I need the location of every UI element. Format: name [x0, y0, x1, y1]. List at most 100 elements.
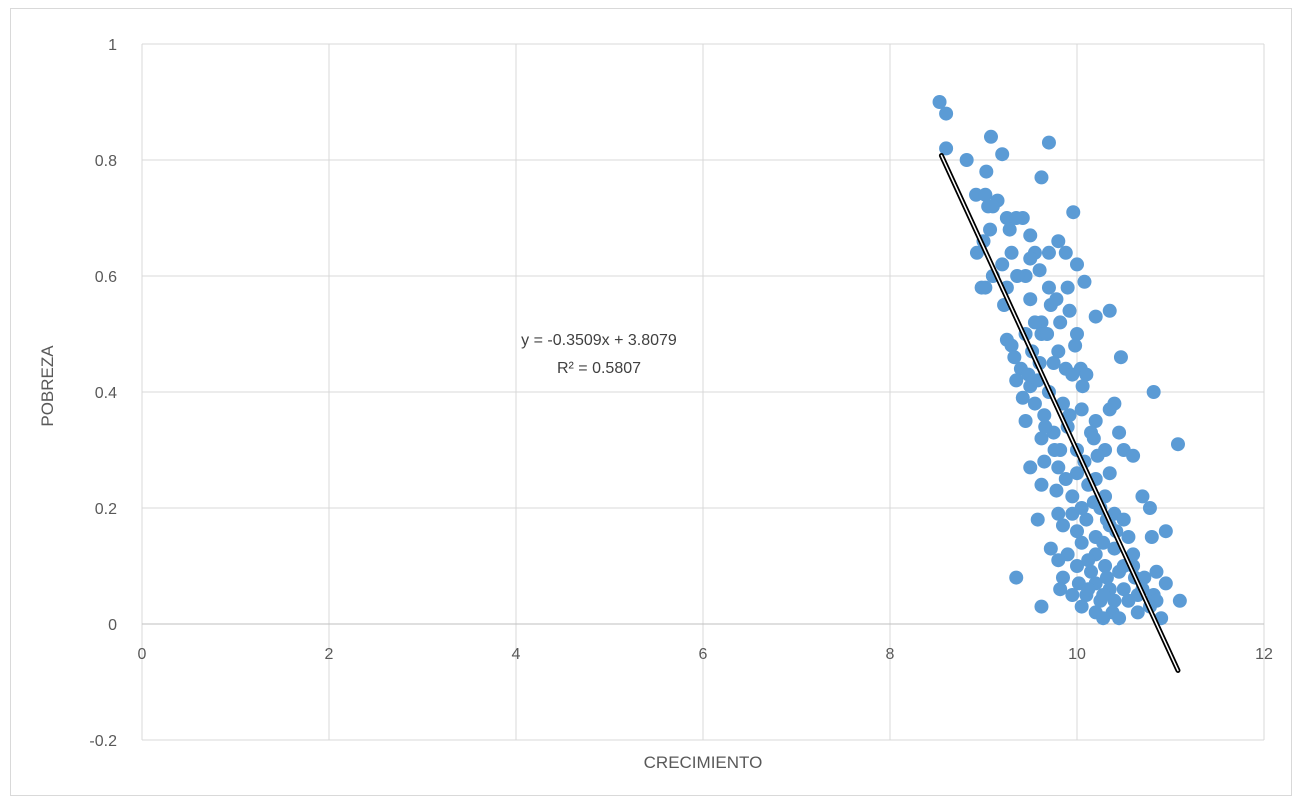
scatter-point	[1034, 599, 1049, 614]
scatter-point	[985, 199, 1000, 214]
scatter-point	[1049, 292, 1064, 307]
scatter-point	[959, 153, 974, 167]
scatter-point	[1077, 274, 1092, 289]
x-tick-labels: 0 2 4 6 8 10 12	[138, 646, 1273, 663]
scatter-point	[1018, 414, 1033, 428]
scatter-point	[939, 141, 954, 156]
scatter-point	[1065, 588, 1080, 602]
scatter-point	[1146, 385, 1161, 399]
scatter-point	[1051, 234, 1066, 249]
scatter-point	[1070, 559, 1084, 573]
y-tick-label: 0.8	[95, 153, 117, 170]
scatter-point	[1079, 367, 1094, 382]
scatter-point	[1040, 327, 1055, 341]
scatter-point	[932, 95, 947, 109]
scatter-point	[1010, 269, 1025, 283]
scatter-point	[1090, 448, 1105, 463]
scatter-point	[1037, 408, 1052, 423]
chart-frame: 0 2 4 6 8 10 12 -0.2 0 0.2 0.4 0.6 0.8 1 y = -0.3509…	[10, 8, 1292, 796]
scatter-point	[1038, 419, 1053, 434]
scatter-point	[1007, 350, 1022, 365]
scatter-point	[1034, 477, 1049, 492]
scatter-point	[1002, 222, 1017, 237]
scatter-point	[1116, 582, 1131, 597]
scatter-point	[1004, 338, 1019, 353]
scatter-point	[983, 222, 998, 237]
scatter-point	[1051, 460, 1066, 475]
scatter-point	[1041, 280, 1056, 295]
scatter-point	[1009, 373, 1024, 388]
y-tick-label: -0.2	[89, 733, 117, 750]
scatter-point	[1137, 570, 1152, 585]
scatter-point	[1081, 582, 1096, 597]
scatter-point	[1135, 489, 1150, 504]
scatter-point	[1126, 547, 1141, 562]
scatter-point	[1144, 530, 1159, 544]
scatter-point	[1062, 303, 1077, 318]
scatter-point	[1068, 338, 1083, 353]
scatter-point	[1037, 454, 1052, 469]
scatter-point	[1112, 425, 1127, 440]
scatter-point	[1074, 402, 1089, 417]
x-tick-label: 10	[1068, 646, 1086, 663]
scatter-point	[1088, 309, 1103, 324]
scatter-point	[1112, 611, 1127, 626]
scatter-point	[1086, 431, 1101, 446]
scatter-point	[1047, 443, 1062, 457]
scatter-point	[1070, 257, 1084, 272]
scatter-point	[1049, 483, 1064, 498]
scatter-point	[1074, 501, 1089, 515]
y-axis-title: POBREZA	[38, 345, 57, 427]
scatter-point	[1149, 564, 1164, 579]
y-tick-label: 0	[108, 617, 117, 634]
trendline-group	[938, 153, 1181, 673]
scatter-point	[1043, 541, 1058, 556]
trendline-r-squared: R² = 0.5807	[557, 360, 641, 377]
scatter-point	[1130, 605, 1145, 620]
scatter-point	[1051, 344, 1066, 359]
scatter-point	[1074, 535, 1089, 550]
scatter-point	[1015, 211, 1030, 225]
scatter-point	[995, 147, 1010, 162]
scatter-point	[979, 164, 994, 179]
x-axis-title: CRECIMIENTO	[644, 753, 763, 772]
scatter-point	[1079, 512, 1094, 527]
scatter-point	[1113, 350, 1128, 365]
x-tick-label: 0	[138, 646, 147, 663]
scatter-point	[1070, 466, 1084, 481]
scatter-point	[1074, 599, 1089, 614]
scatter-point	[1096, 611, 1111, 626]
x-tick-label: 8	[886, 646, 895, 663]
y-tick-label: 0.6	[95, 269, 117, 286]
scatter-point	[1065, 367, 1080, 382]
scatter-point	[1070, 327, 1084, 341]
scatter-point	[1015, 390, 1030, 405]
scatter-point	[1096, 535, 1111, 550]
scatter-point	[1066, 205, 1081, 220]
x-tick-label: 4	[512, 646, 521, 663]
scatter-point	[983, 129, 998, 144]
scatter-point	[1058, 245, 1073, 260]
scatter-point	[1170, 437, 1185, 452]
y-tick-label: 0.4	[95, 385, 117, 402]
scatter-point	[1004, 245, 1019, 260]
x-tick-label: 12	[1255, 646, 1273, 663]
trendline	[940, 154, 1179, 672]
scatter-points	[932, 95, 1187, 626]
scatter-point	[939, 106, 954, 121]
scatter-point	[1023, 460, 1038, 475]
scatter-point	[1062, 408, 1077, 423]
scatter-point	[1060, 280, 1075, 295]
scatter-point	[1121, 530, 1136, 544]
scatter-point	[1142, 501, 1157, 515]
scatter-point	[978, 187, 993, 202]
scatter-point	[969, 245, 984, 260]
trendline-equation: y = -0.3509x + 3.8079	[521, 332, 677, 349]
scatter-point	[1116, 512, 1131, 527]
scatter-point	[1051, 506, 1066, 521]
scatter-point	[1075, 379, 1090, 394]
scatter-point	[1121, 593, 1136, 608]
scatter-point	[1032, 263, 1047, 278]
x-tick-label: 6	[699, 646, 708, 663]
x-tick-label: 2	[325, 646, 334, 663]
